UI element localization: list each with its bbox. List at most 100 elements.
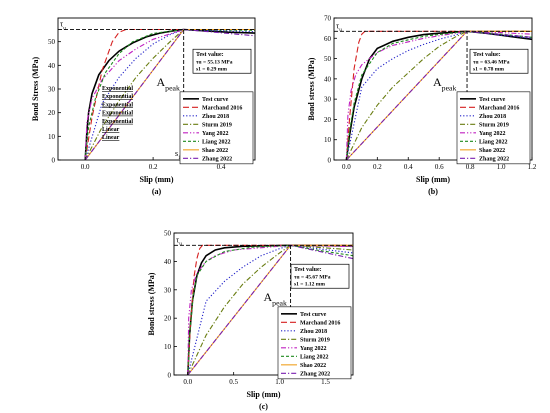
legend-entry: Liang 2022 (479, 140, 508, 146)
tau-label: τu (60, 20, 66, 32)
test-value-box (192, 48, 252, 74)
y-tick-label: 0 (328, 157, 332, 165)
plot-frame (173, 232, 354, 376)
x-tick-label: 0.2 (149, 163, 158, 171)
y-axis-title: Bond Stress (MPa) (31, 57, 40, 122)
test-value-s1: s1 = 1.12 mm (294, 282, 325, 288)
x-tick-label: 0.0 (81, 163, 90, 171)
y-tick-label: 40 (48, 62, 56, 70)
side-label: Exponential (102, 102, 133, 108)
y-tick-label: 20 (324, 116, 332, 124)
y-tick-label: 20 (164, 315, 172, 323)
legend-entry: Test curve (202, 97, 229, 103)
x-tick-label: 0.2 (373, 163, 382, 171)
series-group (84, 28, 255, 160)
test-value-tau: τu = 63.46 MPa (473, 60, 510, 66)
legend-box (179, 91, 254, 165)
side-label: Exponential (102, 94, 133, 100)
y-tick-label: 30 (164, 286, 172, 294)
apeak-label: Apeak (157, 75, 180, 92)
legend-entry: Test curve (479, 97, 506, 103)
legend-entry: Shao 2022 (300, 363, 326, 369)
x-tick-label: 0.5 (229, 378, 238, 386)
test-value-s1: s1 = 0.78 mm (473, 67, 504, 73)
side-label: Linear (102, 127, 120, 133)
test-value-box (290, 263, 350, 289)
series-line-yang-2022 (84, 28, 255, 160)
series-line-sturm-2019 (187, 244, 353, 375)
y-tick-label: 0 (52, 157, 56, 165)
x-tick-label: 0.0 (342, 163, 351, 171)
legend-entry: Marchand 2016 (300, 321, 340, 327)
y-tick-label: 50 (48, 38, 56, 46)
tau-label: τu (336, 21, 342, 33)
legend-entry: Zhou 2018 (202, 114, 229, 120)
y-tick-label: 70 (324, 15, 332, 23)
panel-label: (c) (259, 402, 268, 411)
legend-entry: Shao 2022 (479, 148, 505, 154)
legend-entry: Zhou 2018 (300, 329, 327, 335)
test-value-tau: τu = 45.67 MPa (294, 275, 331, 281)
panel-label: (b) (428, 187, 438, 196)
series-line-zhou-2018 (187, 244, 353, 375)
legend-entry: Marchand 2016 (202, 106, 242, 112)
series-line-liang-2022 (345, 30, 532, 160)
x-tick-label: 0.4 (217, 163, 226, 171)
test-value-title: Test value: (294, 267, 322, 273)
legend-entry: Sturm 2019 (300, 338, 330, 344)
y-tick-label: 10 (48, 133, 56, 141)
series-line-marchand-2016 (187, 244, 353, 375)
test-value-title: Test value: (196, 52, 224, 58)
y-tick-label: 0 (168, 372, 172, 380)
x-tick-label: 1.2 (528, 163, 537, 171)
legend-entry: Sturm 2019 (202, 123, 232, 129)
plot-frame (333, 17, 533, 161)
legend-box (277, 306, 352, 380)
series-line-sturm-2019 (345, 30, 532, 160)
x-tick-label: 1.0 (497, 163, 506, 171)
chart-panel-a: τu s1 Apeak 0.0 0.2 0.4 0 10 20 30 40 50 Slip (mm) Bo… (31, 17, 256, 196)
x-tick-label: 0.8 (466, 163, 475, 171)
x-tick-label: 0.0 (183, 378, 192, 386)
legend-entry: Liang 2022 (202, 140, 231, 146)
legend-entry: Zhang 2022 (300, 372, 330, 378)
x-tick-label: 0.6 (435, 163, 444, 171)
y-tick-label: 50 (164, 230, 172, 238)
test-value-title: Test value: (473, 52, 501, 58)
test-value-box (469, 48, 529, 74)
test-value-tau: τu = 55.13 MPa (196, 60, 233, 66)
apeak-label: Apeak (433, 75, 456, 92)
x-tick-label: 0.4 (404, 163, 413, 171)
y-tick-label: 60 (324, 35, 332, 43)
tau-label: τu (176, 235, 182, 247)
apeak-label: Apeak (264, 290, 287, 307)
side-label: Exponential (102, 119, 133, 125)
y-tick-label: 40 (164, 258, 172, 266)
test-value-s1: s1 = 0.29 mm (196, 67, 227, 73)
x-tick-label: 1.0 (275, 378, 284, 386)
legend-entry: Zhang 2022 (202, 157, 232, 163)
chart-panel-b: τus1Apeak0.00.20.40.60.81.01.20102030405… (307, 15, 537, 197)
y-tick-label: 10 (324, 136, 332, 144)
legend-entry: Liang 2022 (300, 355, 329, 361)
s1-label: s1 (175, 149, 181, 161)
legend: Test curve Marchand 2016 Zhou 2018 Sturm 20… (277, 306, 352, 380)
series-line-liang-2022 (187, 244, 353, 375)
series-line-sturm-2019 (84, 28, 255, 160)
legend-entry: Zhang 2022 (479, 157, 509, 163)
legend-entry: Marchand 2016 (479, 106, 519, 112)
legend-entry: Yang 2022 (202, 131, 229, 137)
legend-entry: Sturm 2019 (479, 123, 509, 129)
legend-entry: Yang 2022 (300, 346, 327, 352)
y-tick-label: 20 (48, 109, 56, 117)
x-tick-label: 1.5 (321, 378, 330, 386)
series-line-zhang-2022 (84, 28, 255, 160)
y-tick-label: 50 (324, 55, 332, 63)
y-tick-label: 40 (324, 75, 332, 83)
x-axis-title: Slip (mm) (416, 175, 450, 184)
x-axis-title: Slip (mm) (247, 390, 281, 399)
legend-entry: Yang 2022 (479, 131, 506, 137)
series-line-zhou-2018 (84, 28, 255, 160)
